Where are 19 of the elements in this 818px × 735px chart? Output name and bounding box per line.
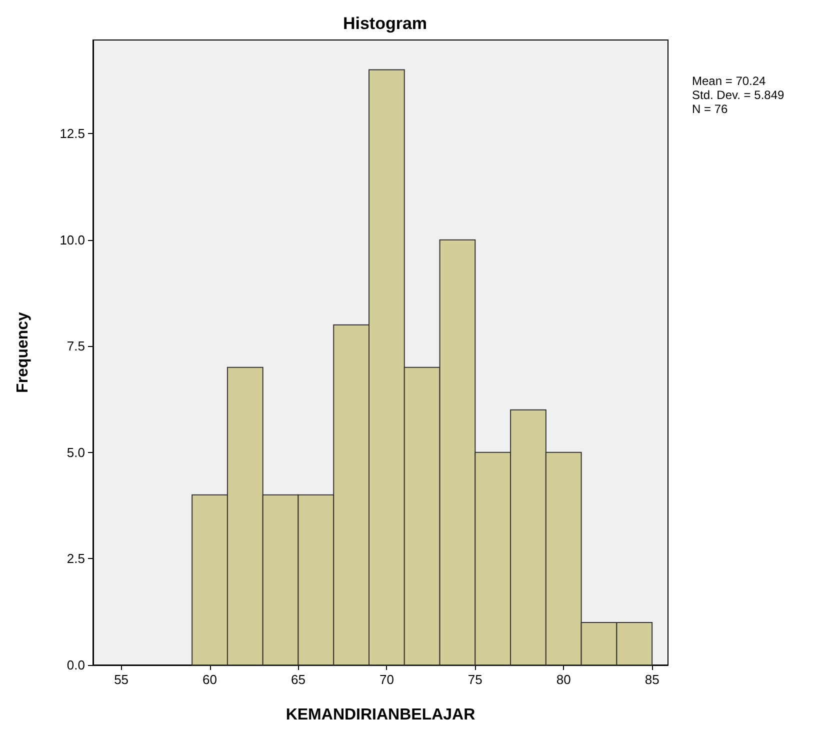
chart-title: Histogram (342, 14, 428, 33)
x-tick-label: 70 (379, 672, 394, 687)
text: Mean = 70.24 (692, 74, 766, 88)
x-tick-label: 60 (202, 672, 218, 687)
x-tick-label: 65 (290, 672, 306, 687)
text: N = 76 (692, 102, 728, 116)
y-tick-label: 2.5 (66, 551, 85, 566)
y-tick-label: 12.5 (60, 126, 85, 142)
x-axis-title: KEMANDIRIANBELAJAR (286, 706, 476, 724)
y-tick-label: 0.0 (66, 658, 85, 672)
y-tick-label: 10.0 (60, 232, 85, 248)
y-axis-title: Frequency (14, 312, 32, 393)
x-tick-label: 80 (556, 672, 571, 687)
x-tick-label: 55 (114, 672, 129, 687)
x-tick-label: 85 (644, 672, 660, 687)
y-tick-label: 7.5 (66, 338, 85, 354)
y-tick-label: 5.0 (66, 444, 85, 460)
x-tick-label: 75 (468, 672, 482, 687)
text: Std. Dev. = 5.849 (692, 88, 784, 102)
